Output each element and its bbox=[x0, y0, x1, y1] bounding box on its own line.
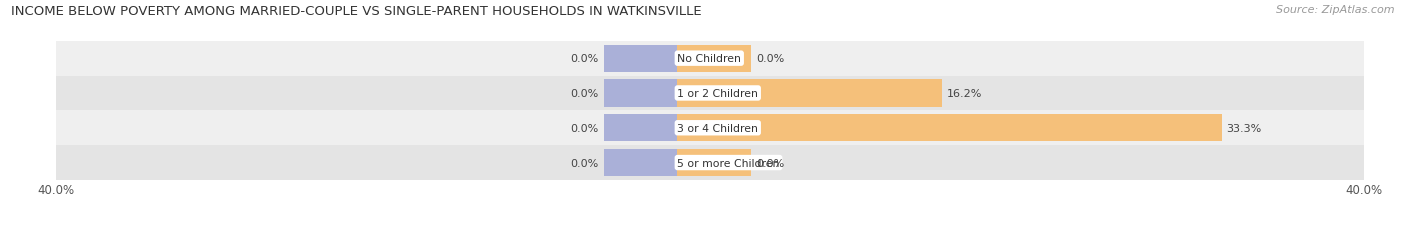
Text: 5 or more Children: 5 or more Children bbox=[678, 158, 780, 168]
Bar bbox=[678, 46, 751, 73]
Bar bbox=[56, 111, 1364, 146]
Bar bbox=[678, 115, 1222, 142]
Text: 3 or 4 Children: 3 or 4 Children bbox=[678, 123, 758, 133]
Bar bbox=[603, 115, 678, 142]
Text: Source: ZipAtlas.com: Source: ZipAtlas.com bbox=[1277, 5, 1395, 15]
Text: INCOME BELOW POVERTY AMONG MARRIED-COUPLE VS SINGLE-PARENT HOUSEHOLDS IN WATKINS: INCOME BELOW POVERTY AMONG MARRIED-COUPL… bbox=[11, 5, 702, 18]
Text: 0.0%: 0.0% bbox=[756, 54, 785, 64]
Text: 0.0%: 0.0% bbox=[571, 54, 599, 64]
Bar bbox=[603, 80, 678, 107]
Text: No Children: No Children bbox=[678, 54, 741, 64]
Bar bbox=[678, 149, 751, 176]
Bar bbox=[56, 146, 1364, 180]
Text: 16.2%: 16.2% bbox=[948, 88, 983, 99]
Bar bbox=[56, 76, 1364, 111]
Text: 0.0%: 0.0% bbox=[571, 123, 599, 133]
Text: 0.0%: 0.0% bbox=[571, 158, 599, 168]
Bar bbox=[603, 149, 678, 176]
Text: 1 or 2 Children: 1 or 2 Children bbox=[678, 88, 758, 99]
Bar bbox=[56, 42, 1364, 76]
Text: 33.3%: 33.3% bbox=[1226, 123, 1261, 133]
Bar bbox=[678, 80, 942, 107]
Text: 0.0%: 0.0% bbox=[571, 88, 599, 99]
Text: 0.0%: 0.0% bbox=[756, 158, 785, 168]
Bar bbox=[603, 46, 678, 73]
